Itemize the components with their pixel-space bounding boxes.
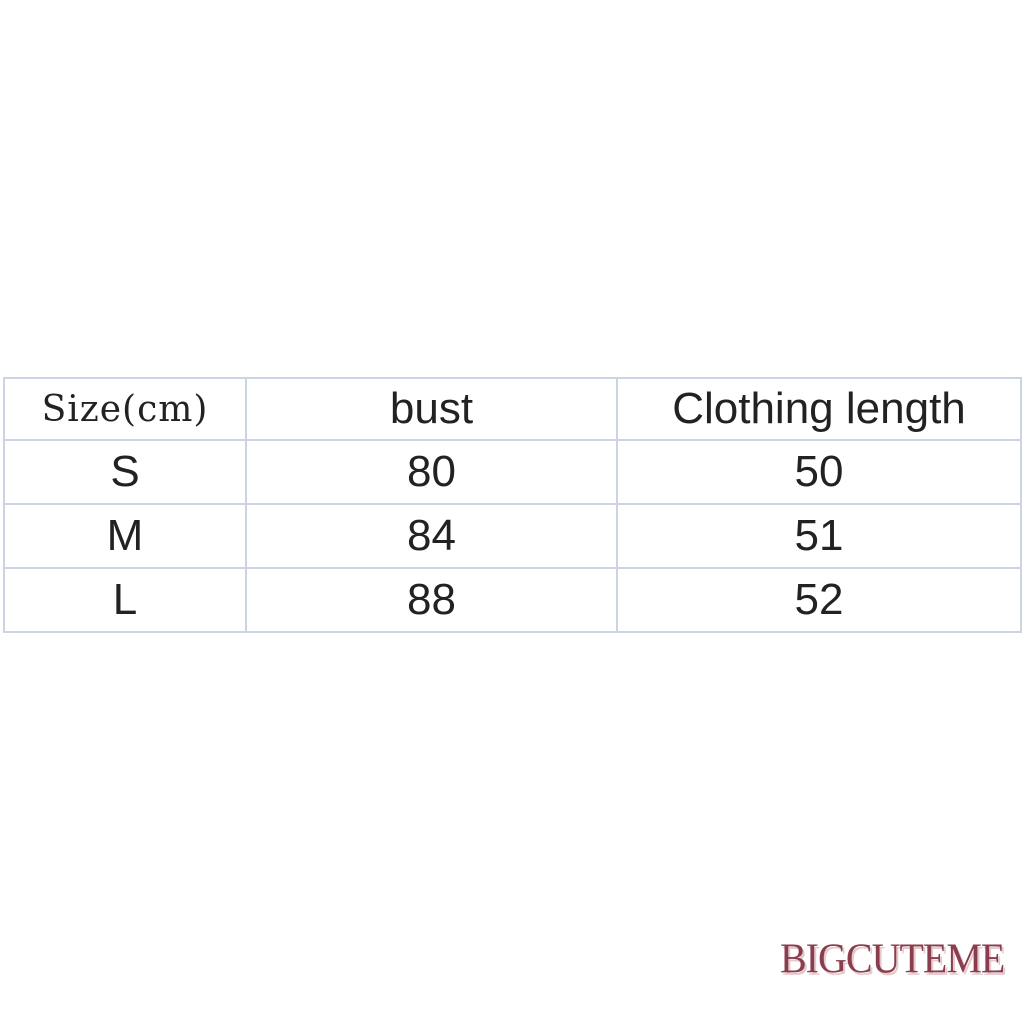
size-cell: L bbox=[3, 567, 247, 633]
table-row: L 88 52 bbox=[3, 567, 1022, 633]
header-clothing-length: Clothing length bbox=[616, 377, 1022, 441]
length-cell: 52 bbox=[616, 567, 1022, 633]
size-cell: M bbox=[3, 503, 247, 569]
size-cell: S bbox=[3, 439, 247, 505]
table-row: M 84 51 bbox=[3, 503, 1022, 569]
header-bust: bust bbox=[245, 377, 618, 441]
brand-watermark: BIGCUTEME bbox=[780, 934, 1005, 983]
bust-cell: 84 bbox=[245, 503, 618, 569]
length-cell: 50 bbox=[616, 439, 1022, 505]
header-size: Size(cm) bbox=[3, 377, 247, 441]
bust-cell: 88 bbox=[245, 567, 618, 633]
size-chart-table: Size(cm) bust Clothing length S 80 50 M … bbox=[3, 377, 1022, 633]
bust-cell: 80 bbox=[245, 439, 618, 505]
table-row: S 80 50 bbox=[3, 439, 1022, 505]
length-cell: 51 bbox=[616, 503, 1022, 569]
header-row: Size(cm) bust Clothing length bbox=[3, 377, 1022, 441]
